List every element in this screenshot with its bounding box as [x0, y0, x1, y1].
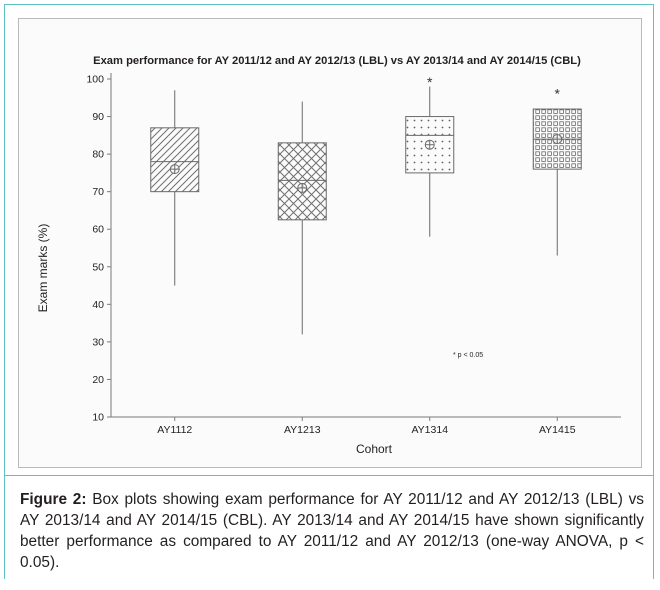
outlier-marker: * — [427, 74, 433, 90]
box-AY1213 — [277, 101, 327, 335]
y-tick-label: 20 — [92, 374, 104, 386]
box-iqr — [277, 142, 327, 221]
y-tick-label: 70 — [92, 186, 104, 198]
y-axis-label: Exam marks (%) — [36, 224, 50, 313]
figure-caption: Figure 2: Box plots showing exam perform… — [20, 489, 644, 573]
box-iqr — [150, 127, 200, 193]
x-axis-label: Cohort — [356, 442, 393, 456]
y-axis: 10 20 30 40 50 60 70 80 90 100 — [86, 73, 112, 424]
y-tick-label: 90 — [92, 111, 104, 123]
box-AY1415: * — [532, 85, 582, 256]
y-tick-label: 80 — [92, 149, 104, 161]
x-axis: AY1112 AY1213 AY1314 AY1415 — [111, 416, 621, 436]
y-tick-label: 60 — [92, 224, 104, 236]
box-AY1112 — [150, 90, 200, 286]
y-tick-label: 50 — [92, 261, 104, 273]
box-plot-chart: Exam performance for AY 2011/12 and AY 2… — [36, 55, 621, 456]
y-tick-label: 30 — [92, 336, 104, 348]
box-AY1314: * — [405, 74, 455, 237]
chart-title: Exam performance for AY 2011/12 and AY 2… — [93, 55, 581, 67]
caption-label: Figure 2: — [20, 491, 87, 508]
x-tick-label: AY1112 — [157, 424, 192, 436]
significance-annotation: * p < 0.05 — [453, 352, 483, 359]
x-tick-label: AY1314 — [411, 424, 448, 436]
y-tick-label: 100 — [86, 74, 104, 86]
chart-panel: Exam performance for AY 2011/12 and AY 2… — [18, 18, 642, 468]
y-tick-label: 40 — [92, 299, 104, 311]
y-tick-label: 10 — [92, 412, 104, 424]
x-tick-label: AY1213 — [284, 424, 321, 436]
figure-frame — [4, 4, 654, 579]
x-tick-label: AY1415 — [539, 424, 576, 436]
caption-divider — [4, 475, 654, 476]
outlier-marker: * — [555, 85, 561, 101]
box-series: ** — [150, 74, 582, 335]
caption-text: Box plots showing exam performance for A… — [20, 491, 644, 571]
